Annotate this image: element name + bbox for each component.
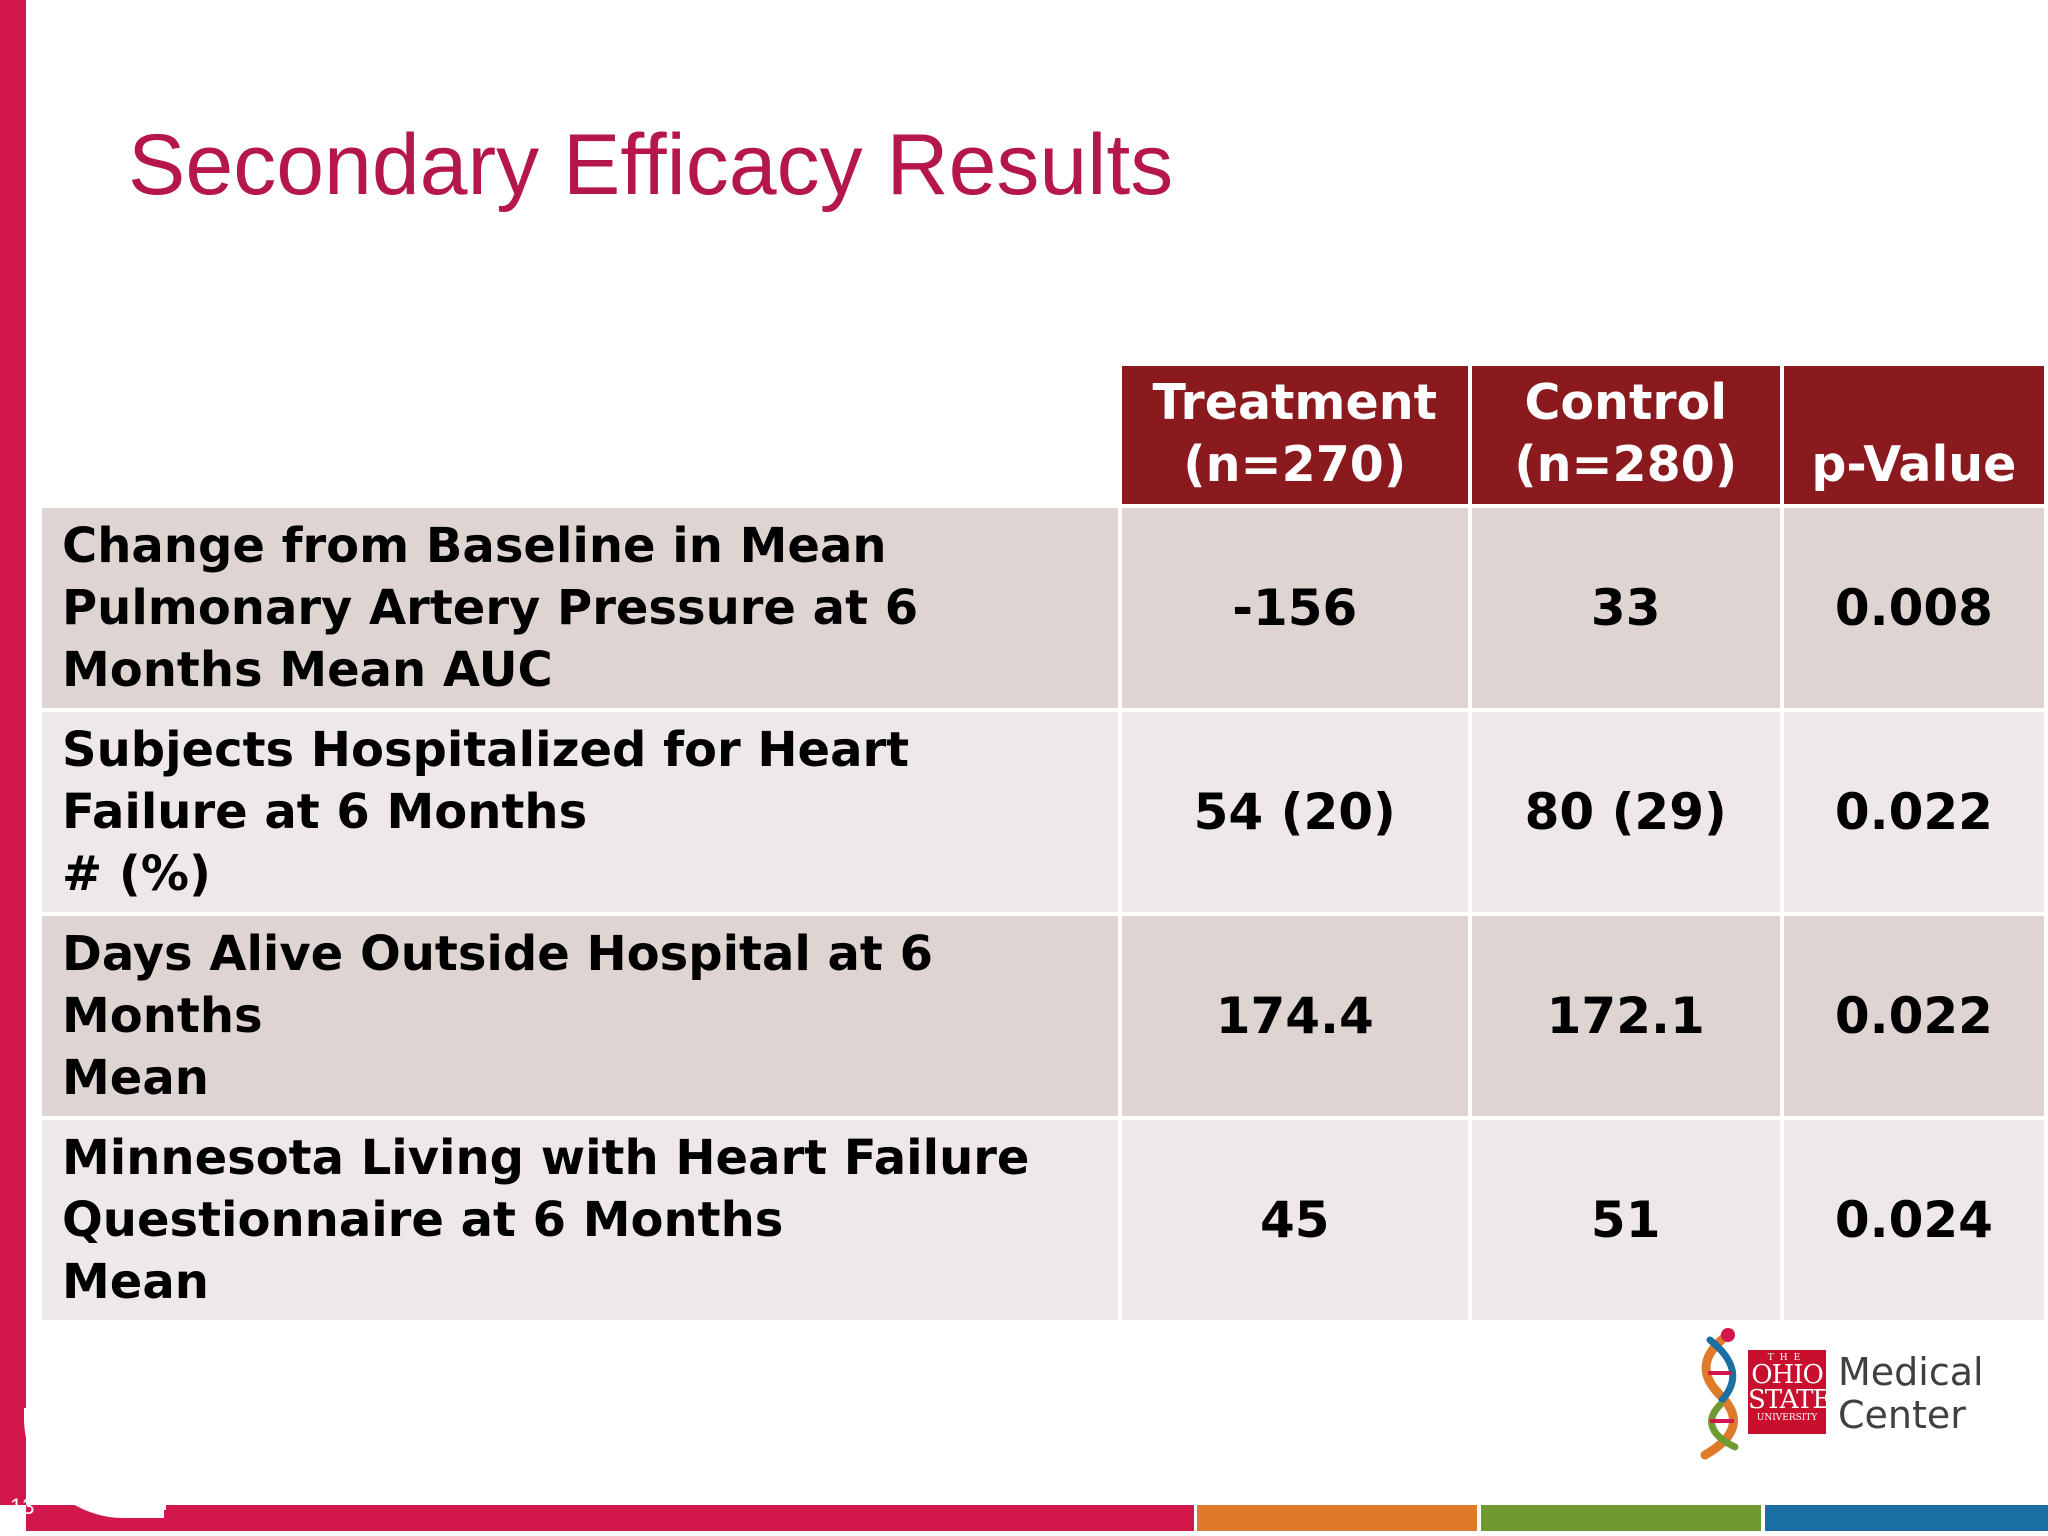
row-label-line: Pulmonary Artery Pressure at 6 [62,580,919,636]
dna-helix-icon [1700,1328,1739,1460]
osu-medical-center-logo: THE OHIO STATE UNIVERSITY Medical Center [1690,1325,2000,1460]
results-table: Treatment (n=270) Control (n=280) p-Valu… [38,362,2048,1324]
row-label-line: Minnesota Living with Heart Failure [62,1130,1030,1186]
row-label: Subjects Hospitalized for Heart Failure … [42,712,1118,912]
treatment-value: 174.4 [1121,916,1468,1116]
row-label-line: Change from Baseline in Mean [62,518,887,574]
treatment-value: 54 (20) [1121,712,1468,912]
control-value: 172.1 [1471,916,1780,1116]
p-value: 0.022 [1783,916,2044,1116]
row-label-line: Days Alive Outside Hospital at 6 [62,926,933,982]
left-accent-bar [0,0,26,1536]
control-value: 33 [1471,508,1780,708]
header-empty-cell [42,366,1118,504]
footer-bar-green [1481,1505,1761,1531]
table-row: Days Alive Outside Hospital at 6 Months … [42,916,2044,1116]
logo-text-medical: Medical [1838,1350,1984,1394]
logo-wordmark: Medical Center [1838,1351,1984,1437]
header-treatment: Treatment (n=270) [1121,366,1468,504]
row-label-line: Months [62,988,263,1044]
page-number: 13 [10,1494,35,1519]
treatment-value: -156 [1121,508,1468,708]
seal-the: THE [1767,1353,1807,1363]
seal-ohio: OHIO [1751,1360,1824,1390]
header-treatment-line1: Treatment [1152,374,1438,431]
p-value: 0.022 [1783,712,2044,912]
control-value: 51 [1471,1120,1780,1320]
row-label: Change from Baseline in Mean Pulmonary A… [42,508,1118,708]
row-label-line: # (%) [62,846,211,902]
table-row: Minnesota Living with Heart Failure Ques… [42,1120,2044,1320]
row-label-line: Mean [62,1050,209,1106]
row-label-line: Subjects Hospitalized for Heart [62,722,910,778]
table-header-row: Treatment (n=270) Control (n=280) p-Valu… [42,366,2044,504]
header-treatment-line2: (n=270) [1183,436,1407,493]
osu-seal: THE OHIO STATE UNIVERSITY [1748,1350,1831,1434]
row-label-line: Questionnaire at 6 Months [62,1192,784,1248]
treatment-value: 45 [1121,1120,1468,1320]
slide-title: Secondary Efficacy Results [128,117,1174,213]
header-p-value-label: p-Value [1811,436,2017,493]
header-control-line1: Control [1524,374,1727,431]
logo-text-center: Center [1838,1393,1966,1437]
p-value: 0.024 [1783,1120,2044,1320]
seal-state: STATE [1748,1385,1831,1415]
header-control: Control (n=280) [1471,366,1780,504]
seal-university: UNIVERSITY [1756,1413,1818,1423]
table-row: Change from Baseline in Mean Pulmonary A… [42,508,2044,708]
row-label: Days Alive Outside Hospital at 6 Months … [42,916,1118,1116]
header-control-line2: (n=280) [1514,436,1738,493]
row-label: Minnesota Living with Heart Failure Ques… [42,1120,1118,1320]
footer-bar-blue [1765,1505,2048,1531]
control-value: 80 (29) [1471,712,1780,912]
row-label-line: Months Mean AUC [62,642,553,698]
row-label-line: Failure at 6 Months [62,784,588,840]
p-value: 0.008 [1783,508,2044,708]
slide-corner-curve [26,1400,166,1510]
table-row: Subjects Hospitalized for Heart Failure … [42,712,2044,912]
header-p-value: p-Value [1783,366,2044,504]
row-label-line: Mean [62,1254,209,1310]
footer-bar-red [26,1505,1194,1531]
footer-bar-orange [1197,1505,1477,1531]
